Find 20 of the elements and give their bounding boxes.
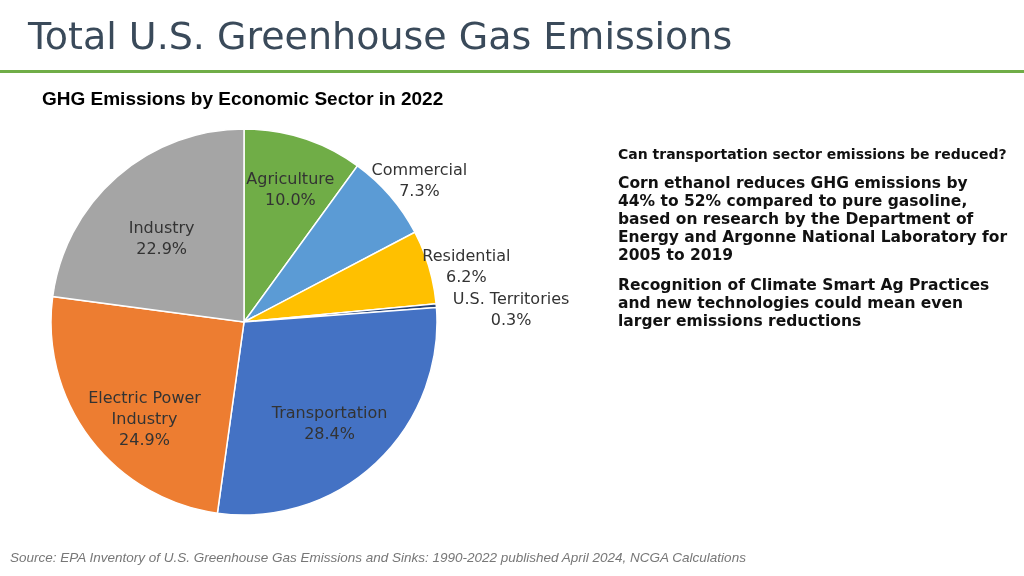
data-label: 7.3% — [399, 181, 440, 201]
chart-subtitle: GHG Emissions by Economic Sector in 2022 — [42, 88, 444, 110]
text: Corn ethanol reduces GHG emissions by 44% to 52% compared to pure gasoline, based on research by the Department of Energy and Argonne National Laboratory for 2005 to 2019 — [618, 174, 1008, 264]
text: Recognition of Climate Smart Ag Practices and new technologies could mean even larger emissions reductions — [618, 276, 991, 330]
slice-label: Industry — [128, 217, 195, 237]
slice-label: Residential — [422, 245, 511, 265]
data-label: 10.0% — [264, 190, 316, 210]
data-label: 28.4% — [304, 424, 355, 444]
chart-title: Total U.S. Greenhouse Gas Emissions — [28, 14, 733, 58]
slice-label: Electric Power Industry — [88, 387, 202, 428]
slice-label: Commercial — [371, 160, 468, 180]
data-label: 0.3% — [490, 310, 532, 330]
data-label: 24.9% — [119, 429, 170, 449]
slice-label: U.S. Territories — [452, 289, 570, 309]
data-label: 22.9% — [136, 238, 188, 258]
slice-label: Agriculture — [246, 169, 335, 189]
source-note: Source: EPA Inventory of U.S. Greenhouse Gas Emissions and Sinks: 1990-2022 published April 2024, NCGA Calculations — [10, 550, 746, 565]
text: Can transportation sector emissions be reduced? — [618, 146, 1008, 162]
data-label: 6.2% — [446, 266, 487, 286]
slice-label: Transportation — [270, 403, 388, 423]
